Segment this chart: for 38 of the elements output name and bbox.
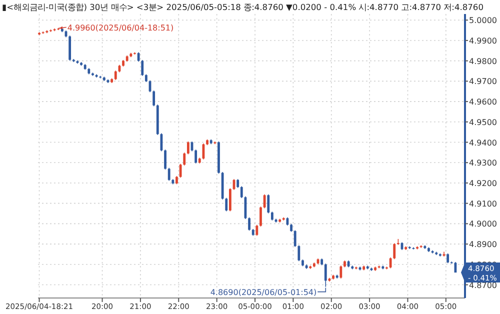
candlestick	[164, 149, 166, 170]
candlestick	[340, 265, 342, 279]
y-tick-label: 4.9700	[469, 77, 497, 86]
candlestick	[378, 265, 380, 269]
candlestick	[194, 149, 198, 164]
y-tick-label: 5.0000	[469, 16, 497, 26]
candlestick	[248, 216, 250, 232]
candlestick	[294, 230, 296, 248]
candlestick	[152, 90, 156, 107]
candlestick	[446, 253, 450, 264]
candlestick	[183, 152, 186, 166]
candlestick	[225, 197, 228, 212]
y-tick-label: 4.9900	[469, 36, 497, 46]
y-tick-label: 4.9000	[469, 220, 497, 229]
candlestick	[186, 141, 190, 155]
candlestick	[68, 35, 72, 62]
candlestick	[267, 194, 270, 214]
candlestick	[256, 224, 258, 236]
candlestick	[141, 60, 144, 76]
candlestick	[260, 206, 262, 227]
candlestick	[168, 168, 170, 182]
y-tick-label: 4.9500	[469, 118, 497, 127]
y-tick-label: 4.9800	[469, 56, 497, 66]
y-tick-label: 4.9200	[469, 178, 497, 188]
candlestick	[240, 186, 243, 198]
y-tick-label: 4.8900	[469, 240, 497, 250]
annotation: 4.9960(2025/06/04-18:51)	[67, 23, 174, 32]
chart-title: ▮<해외금리-미국(종합) 30년 매수> <3분> 2025/06/05-05:18 종:4.8760 ▼0.0200 - 0.41% 시:4.8770 고:4.8770 저:4.8760	[2, 2, 484, 12]
y-tick-label: 4.9300	[469, 158, 497, 168]
y-tick-label: 4.9600	[469, 98, 497, 107]
annotation: 4.8690(2025/06/05-01:54)	[210, 288, 317, 297]
candlestick	[393, 242, 396, 260]
candlestick	[324, 263, 327, 288]
y-tick-label: 4.9100	[469, 199, 497, 208]
candlestick	[228, 188, 232, 212]
candlestick	[298, 244, 300, 262]
candlestick	[114, 70, 117, 80]
y-tick-label: 4.9400	[469, 138, 497, 148]
